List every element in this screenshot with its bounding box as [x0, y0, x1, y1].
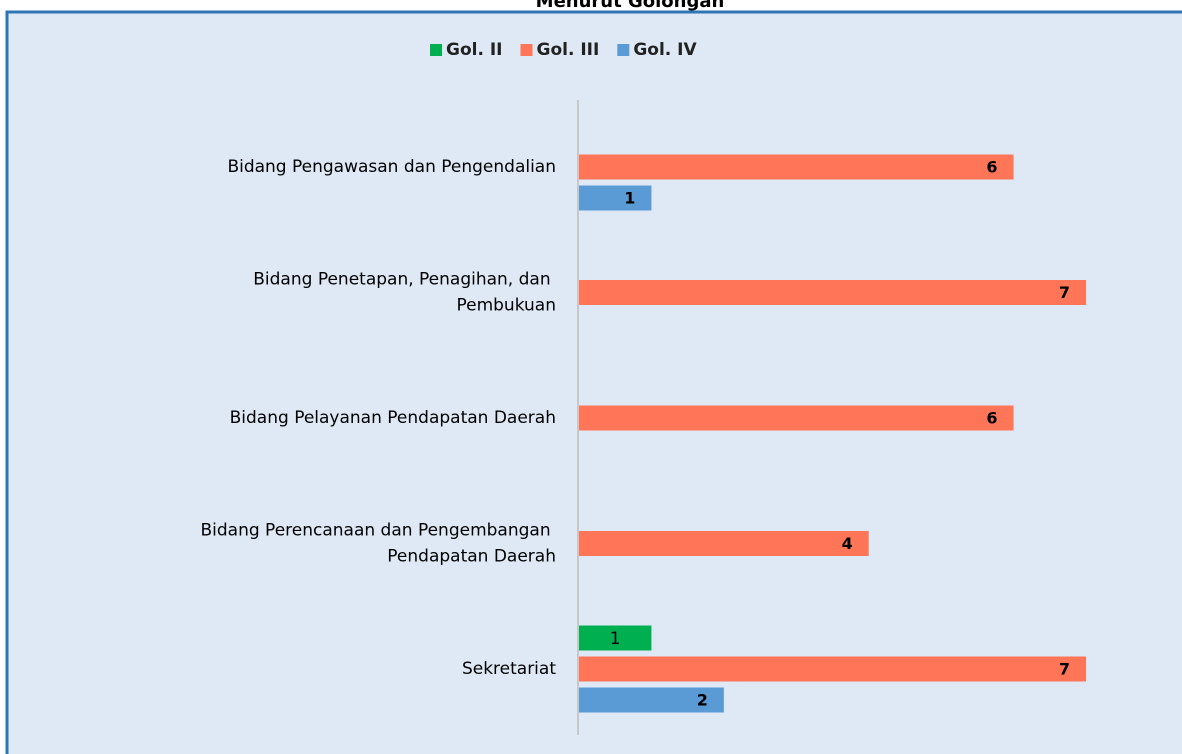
- data-label: 1: [610, 629, 621, 649]
- legend-label: Gol. III: [537, 40, 600, 60]
- data-label: 1: [624, 189, 635, 208]
- data-label: 7: [1059, 283, 1070, 302]
- legend-label: Gol. IV: [633, 40, 697, 60]
- y-tick-label: Bidang Penetapan, Penagihan, dan Pembuku…: [253, 270, 556, 316]
- data-label: 6: [986, 409, 997, 428]
- y-tick-label: Sekretariat: [462, 659, 556, 679]
- y-tick-label: Bidang Pelayanan Pendapatan Daerah: [230, 408, 556, 428]
- legend-label: Gol. II: [446, 40, 503, 60]
- chart-title: Menurut Golongan: [536, 0, 725, 12]
- data-label: 2: [697, 691, 708, 710]
- bar: [579, 687, 724, 713]
- legend-swatch: [430, 44, 442, 56]
- bar: [579, 405, 1014, 431]
- y-tick-label: Bidang Perencanaan dan Pengembangan Pend…: [200, 521, 556, 567]
- bar: [579, 625, 652, 651]
- data-label: 4: [842, 534, 853, 553]
- bar: [579, 185, 652, 211]
- legend-swatch: [617, 44, 630, 56]
- bar: [579, 656, 1086, 682]
- data-label: 6: [986, 158, 997, 177]
- bar: [579, 531, 869, 556]
- bar: [579, 154, 1014, 180]
- legend-swatch: [520, 44, 533, 56]
- y-tick-label: Bidang Pengawasan dan Pengendalian: [227, 157, 556, 177]
- data-label: 7: [1059, 660, 1070, 679]
- bar: [579, 280, 1086, 305]
